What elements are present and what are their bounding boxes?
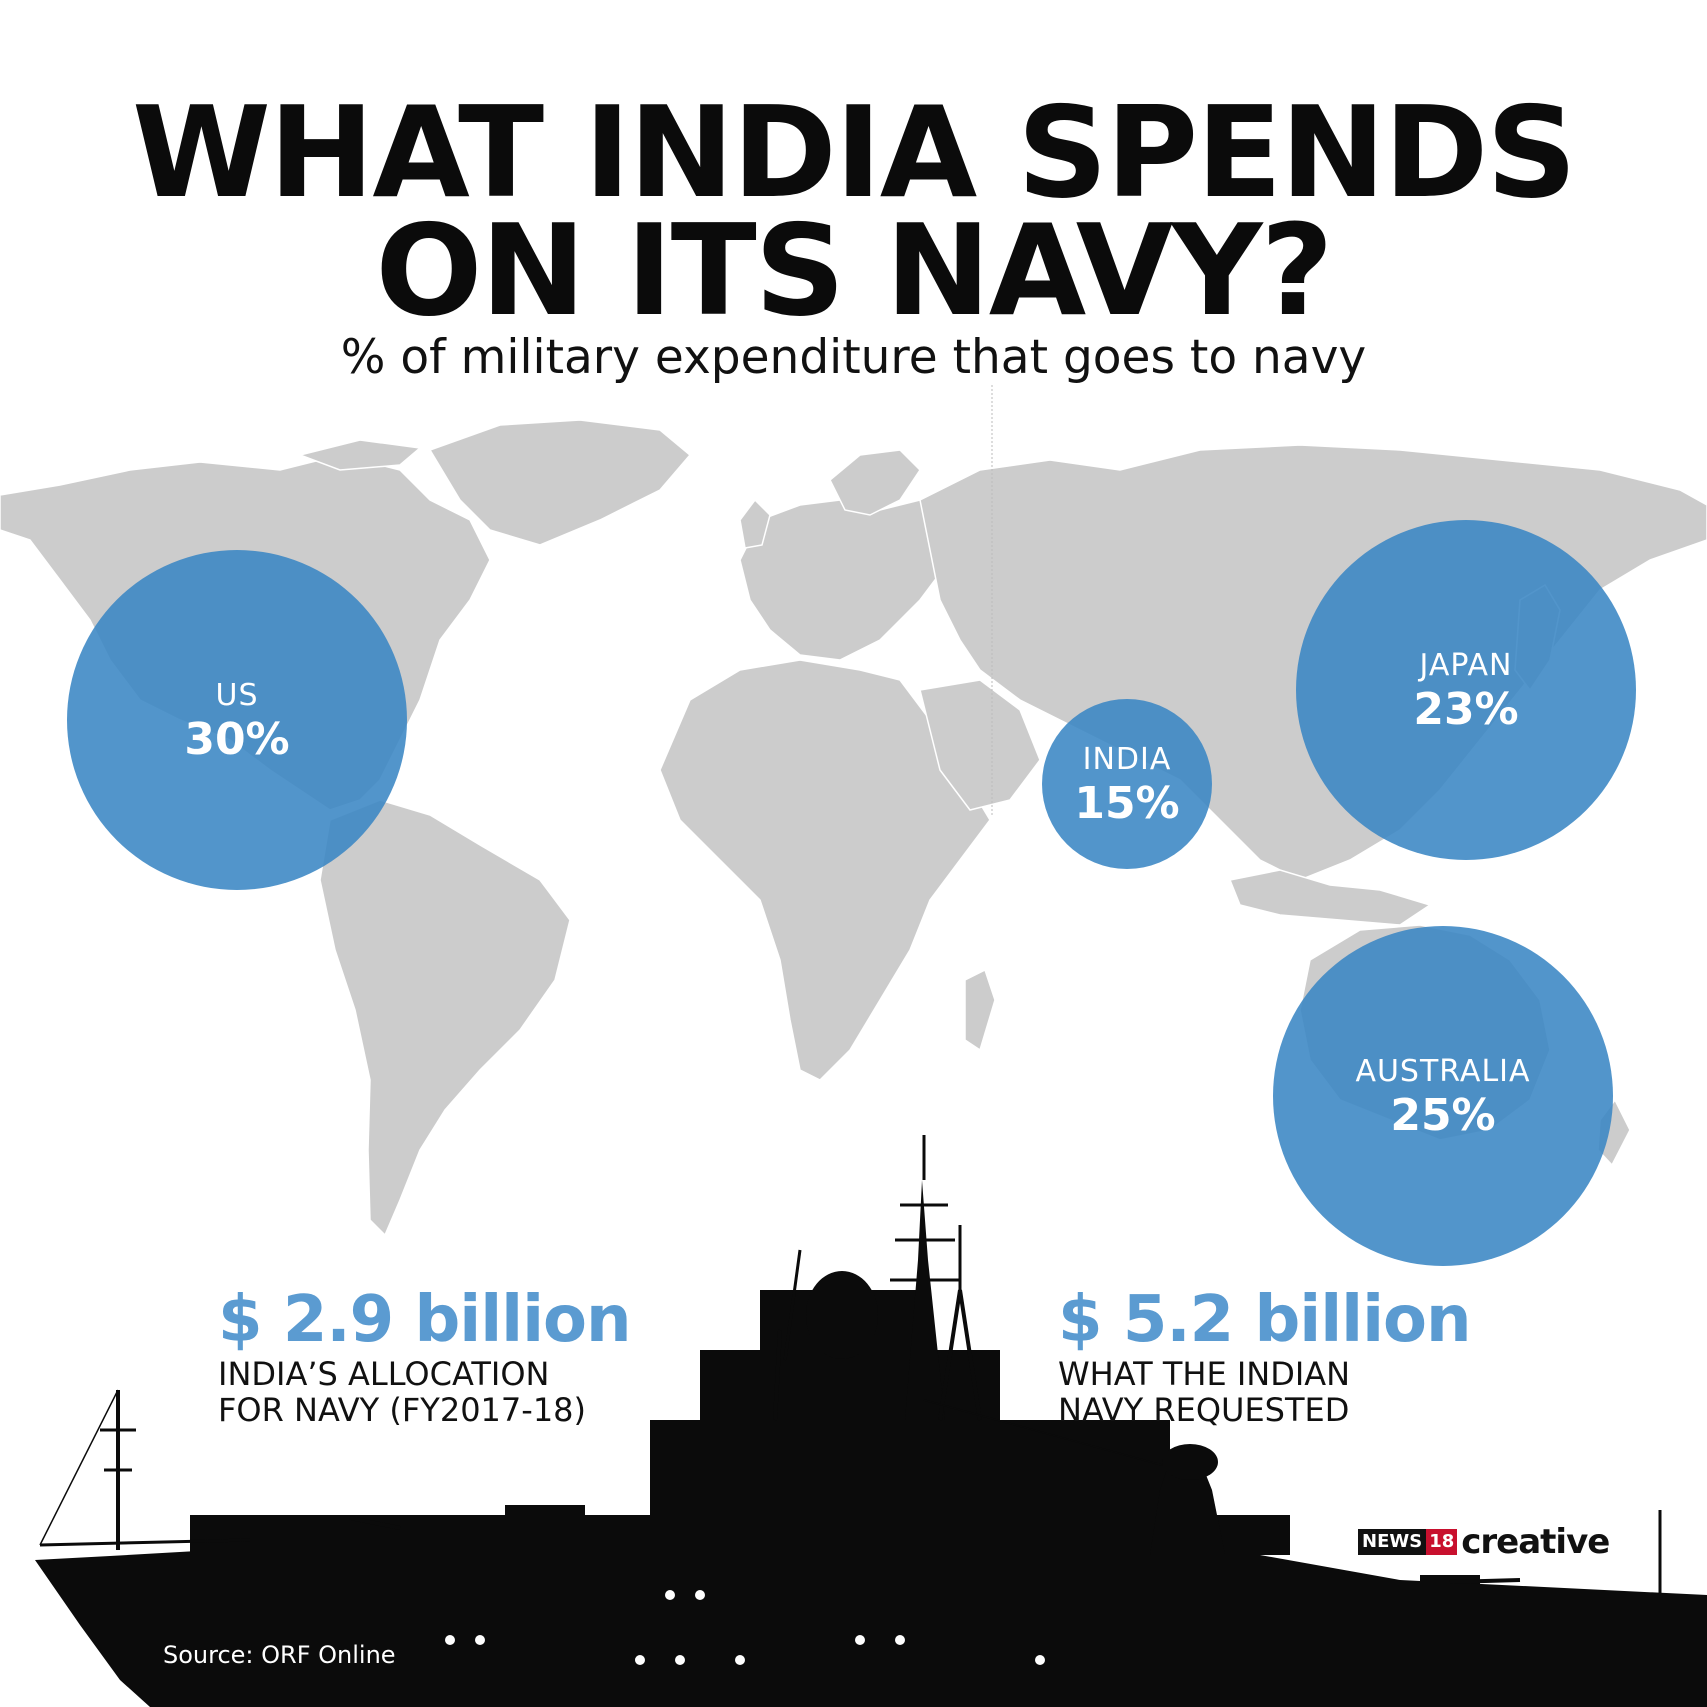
circle-india (1042, 699, 1212, 869)
ship-radome (806, 1271, 878, 1359)
ship-launcher (505, 1505, 585, 1535)
madagascar-shape (964, 968, 996, 1052)
ship-forward-gun (370, 1522, 430, 1544)
source-credit: Source: ORF Online (163, 1641, 396, 1669)
africa-shape (659, 659, 991, 1081)
logo-news: NEWS (1358, 1529, 1427, 1555)
ship-rear-tower (1150, 1460, 1225, 1555)
news18-creative-logo: NEWS 18 creative (1358, 1522, 1610, 1562)
circle-us (67, 550, 407, 890)
circle-japan (1296, 520, 1636, 860)
label-australia: AUSTRALIA 25% (1318, 1054, 1568, 1142)
ship-hull (35, 1545, 1707, 1707)
south-america-shape (319, 799, 571, 1237)
country-percent-japan: 23% (1413, 684, 1519, 735)
country-percent-india: 15% (1074, 778, 1180, 829)
country-name-japan: JAPAN (1419, 648, 1513, 683)
ship-superstructure-lower (650, 1420, 1170, 1520)
data-circles (67, 520, 1636, 1266)
label-india: INDIA 15% (1027, 742, 1227, 830)
logo-creative: creative (1461, 1522, 1610, 1562)
subtitle: % of military expenditure that goes to n… (340, 330, 1367, 385)
country-percent-australia: 25% (1390, 1090, 1496, 1141)
requested-amount: $ 5.2 billion (1058, 1283, 1472, 1357)
ship-superstructure-mid (700, 1350, 1000, 1425)
ship-aft-gun (1420, 1575, 1480, 1601)
requested-desc-line2: NAVY REQUESTED (1058, 1391, 1350, 1429)
stat-requested: $ 5.2 billion WHAT THE INDIAN NAVY REQUE… (1058, 1283, 1472, 1429)
allocation-desc-line1: INDIA’S ALLOCATION (218, 1355, 550, 1393)
country-name-india: INDIA (1082, 742, 1172, 777)
circle-australia (1273, 926, 1613, 1266)
arctic-islands-shape (297, 439, 422, 471)
requested-desc-line1: WHAT THE INDIAN (1058, 1355, 1351, 1393)
logo-18: 18 (1426, 1529, 1458, 1555)
southeast-asia-islands-shape (1228, 869, 1432, 926)
stat-allocation: $ 2.9 billion INDIA’S ALLOCATION FOR NAV… (218, 1283, 632, 1429)
warship-silhouette (35, 1135, 1707, 1707)
allocation-amount: $ 2.9 billion (218, 1283, 632, 1357)
arabia-shape (919, 679, 1041, 811)
ship-portholes (445, 1590, 1045, 1665)
title-line-1: WHAT INDIA SPENDS (131, 79, 1577, 226)
scandinavia-shape (829, 449, 921, 516)
label-japan: JAPAN 23% (1366, 648, 1566, 736)
title-line-2: ON ITS NAVY? (375, 197, 1333, 344)
uk-shape (739, 498, 771, 549)
greenland-shape (428, 419, 692, 546)
country-percent-us: 30% (184, 714, 290, 765)
country-name-us: US (215, 678, 259, 713)
country-name-australia: AUSTRALIA (1355, 1054, 1531, 1089)
allocation-desc-line2: FOR NAVY (FY2017-18) (218, 1391, 587, 1429)
ship-main-mast (905, 1180, 945, 1420)
label-us: US 30% (137, 678, 337, 766)
